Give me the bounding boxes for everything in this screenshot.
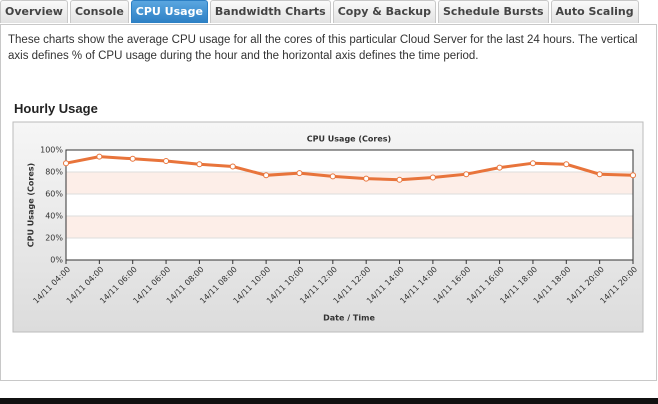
y-tick-label: 0% xyxy=(50,256,63,265)
plot-area xyxy=(66,150,633,260)
x-axis-label: Date / Time xyxy=(323,314,375,323)
point xyxy=(563,161,570,168)
point xyxy=(163,158,170,164)
y-tick-label: 100% xyxy=(40,146,63,155)
plot-band xyxy=(66,216,633,238)
tab[interactable]: Bandwidth Charts xyxy=(209,0,331,23)
bottom-bar xyxy=(0,398,658,404)
description: These charts show the average CPU usage … xyxy=(8,34,638,62)
tab[interactable]: Copy & Backup xyxy=(332,0,436,23)
tab-bar: Overview Console CPU Usage Bandwidth Cha… xyxy=(0,0,639,24)
y-tick-label: 40% xyxy=(45,212,63,221)
point xyxy=(596,171,603,178)
heading: Hourly Usage xyxy=(14,101,98,116)
point xyxy=(396,176,403,183)
tab[interactable]: Overview xyxy=(0,0,68,23)
point xyxy=(529,160,536,167)
panel xyxy=(0,24,657,381)
tab[interactable]: CPU Usage xyxy=(130,0,208,23)
point xyxy=(196,161,203,168)
line xyxy=(65,155,634,182)
tab[interactable]: Auto Scaling xyxy=(550,0,639,23)
point xyxy=(263,172,270,179)
point xyxy=(496,164,503,171)
y-axis-label: CPU Usage (Cores) xyxy=(27,163,36,247)
point xyxy=(96,153,103,160)
point xyxy=(429,174,436,181)
point xyxy=(63,160,69,167)
point xyxy=(363,175,370,182)
point xyxy=(463,171,470,178)
point xyxy=(229,163,236,170)
point xyxy=(296,170,303,177)
tab[interactable]: Schedule Bursts xyxy=(438,0,549,23)
y-tick-label: 20% xyxy=(45,234,63,243)
y-tick-label: 60% xyxy=(45,190,63,199)
chart-title: CPU Usage (Cores) xyxy=(307,135,391,144)
point xyxy=(630,172,636,179)
y-tick-label: 80% xyxy=(45,168,63,177)
point xyxy=(129,155,136,162)
plot-band xyxy=(66,172,633,194)
tab[interactable]: Console xyxy=(69,0,129,23)
plot-border xyxy=(65,149,634,261)
point xyxy=(329,173,336,180)
